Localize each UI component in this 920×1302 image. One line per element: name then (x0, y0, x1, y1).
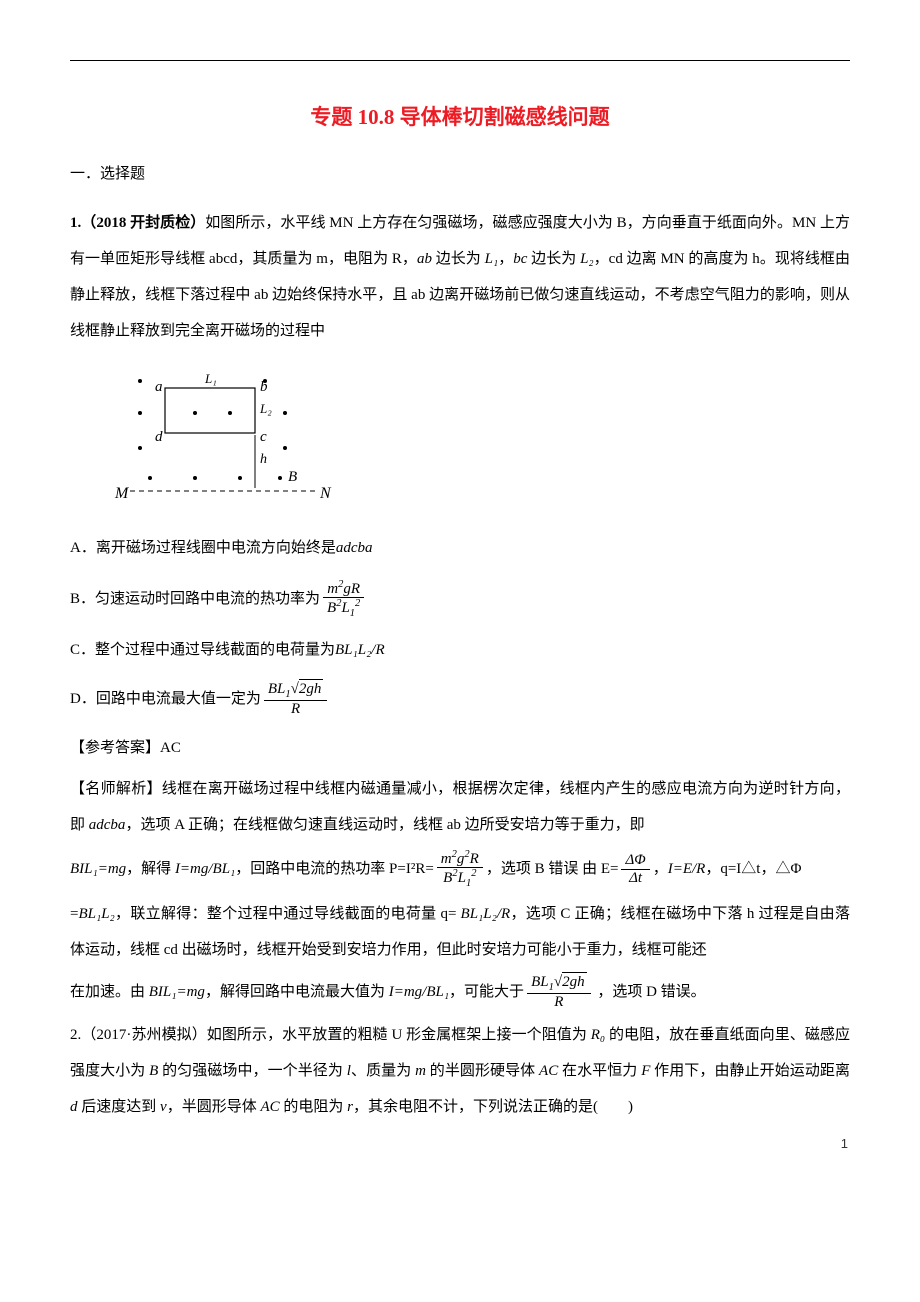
option-a: A．离开磁场过程线圈中电流方向始终是 adcba (70, 532, 850, 565)
exp-frac3: BL1√2ghR (527, 974, 591, 1011)
exp-p1b: ，选项 A 正确；在线框做匀速直线运动时，线框 ab 边所受安培力等于重力，即 (125, 817, 644, 833)
label-b: b (260, 379, 268, 395)
exp-p2a: BIL₁=mg (70, 861, 126, 877)
p2-AC: AC (539, 1063, 558, 1079)
p2-tg: 作用下，由静止开始运动距离 (650, 1063, 850, 1079)
exp-p4d: I=mg/BL₁ (389, 984, 449, 1000)
exp-p2g: I=E/R (668, 861, 706, 877)
label-a: a (155, 379, 163, 395)
circuit-diagram-svg: a b c d L₁ L₂ h B M N (110, 363, 340, 513)
p1-ab: ab (417, 251, 432, 267)
optA-text: A．离开磁场过程线圈中电流方向始终是 (70, 532, 336, 565)
exp-adcba: adcba (89, 817, 126, 833)
p2-m: m (415, 1063, 426, 1079)
exp-p4b: BIL₁=mg (149, 984, 205, 1000)
p2-td: 、质量为 (351, 1063, 415, 1079)
exp-p2c: I=mg/BL₁ (175, 861, 235, 877)
explain-label: 【名师解析】 (70, 781, 162, 797)
label-d: d (155, 429, 163, 445)
p2-AC2: AC (260, 1099, 279, 1115)
p2-R0: R₀ (591, 1027, 605, 1043)
option-d: D．回路中电流最大值一定为 BL1√2gh R (70, 681, 850, 718)
optA-italic: adcba (336, 532, 373, 565)
exp-p3b: ，联立解得：整个过程中通过导线截面的电荷量 q= (115, 906, 461, 922)
answer-block: 【参考答案】AC (70, 732, 850, 765)
exp-p2d: ，回路中电流的热功率 P=I²R= (235, 861, 434, 877)
label-N: N (319, 485, 332, 502)
top-rule (70, 60, 850, 61)
label-B: B (288, 469, 297, 485)
exp-p4a: 在加速。由 (70, 984, 149, 1000)
optD-text: D．回路中电流最大值一定为 (70, 683, 261, 716)
page-number: 1 (841, 1136, 848, 1151)
p2-tj: 的电阻为 (280, 1099, 348, 1115)
p2-te: 的半圆形硬导体 (426, 1063, 539, 1079)
exp-p2e: ，选项 B 错误 由 E= (486, 861, 619, 877)
answer-label: 【参考答案】 (70, 740, 160, 756)
exp-p3BLR: BL₁L₂/R (461, 906, 511, 922)
exp-p4f: ，选项 D 错误。 (594, 984, 706, 1000)
p2-tc: 的匀强磁场中，一个半径为 (158, 1063, 346, 1079)
optB-text: B．匀速运动时回路中电流的热功率为 (70, 583, 320, 616)
option-b: B．匀速运动时回路中电流的热功率为 m2gR B2L12 (70, 579, 850, 620)
optC-text: C．整个过程中通过导线截面的电荷量为 (70, 634, 335, 667)
exp-p3BL: BL₁L₂ (78, 906, 114, 922)
p2-tf: 在水平恒力 (558, 1063, 641, 1079)
p2-v: v (160, 1099, 167, 1115)
p1-L2: L₂ (580, 251, 594, 267)
p2-d: d (70, 1099, 78, 1115)
label-h: h (260, 452, 267, 467)
label-L2: L₂ (259, 401, 272, 416)
section-heading: 一．选择题 (70, 159, 850, 191)
p1-bc: bc (513, 251, 527, 267)
exp-p2b: ，解得 (126, 861, 175, 877)
explanation-p2: BIL₁=mg，解得 I=mg/BL₁，回路中电流的热功率 P=I²R=m2g2… (70, 849, 850, 890)
exp-frac1: m2g2RB2L12 (437, 849, 483, 890)
optD-frac: BL1√2gh R (264, 681, 328, 718)
option-c: C．整个过程中通过导线截面的电荷量为 BL₁L₂/R (70, 634, 850, 667)
exp-frac2: ΔΦΔt (621, 852, 649, 886)
p2-B: B (149, 1063, 158, 1079)
label-c: c (260, 429, 267, 445)
problem1-text: 1.（2018 开封质检）如图所示，水平线 MN 上方存在匀强磁场，磁感应强度大… (70, 205, 850, 349)
p2-num: 2. (70, 1027, 81, 1043)
p1-L1: L₁ (485, 251, 499, 267)
exp-p4e: ，可能大于 (449, 984, 524, 1000)
exp-p2h: ，q=I△t，△Φ (705, 861, 801, 877)
page-title: 专题 10.8 导体棒切割磁感线问题 (70, 101, 850, 131)
p2-tk: ，其余电阻不计，下列说法正确的是( ) (353, 1099, 633, 1115)
problem1-source: （2018 开封质检） (81, 215, 205, 231)
problem1-figure: a b c d L₁ L₂ h B M N (110, 363, 850, 518)
label-M: M (114, 485, 130, 502)
p1-c1: ， (498, 251, 513, 267)
explanation-p4: 在加速。由 BIL₁=mg，解得回路中电流最大值为 I=mg/BL₁，可能大于B… (70, 974, 850, 1011)
p1-bclen: 边长为 (527, 251, 580, 267)
exp-p2f: ， (653, 861, 668, 877)
exp-p4c: ，解得回路中电流最大值为 (205, 984, 389, 1000)
explanation-p3: =BL₁L₂，联立解得：整个过程中通过导线截面的电荷量 q= BL₁L₂/R，选… (70, 896, 850, 968)
optC-expr: BL₁L₂/R (335, 634, 385, 667)
optB-frac: m2gR B2L12 (323, 579, 364, 620)
label-L1: L₁ (204, 371, 217, 386)
p2-src: （2017·苏州模拟） (81, 1027, 207, 1043)
p2-th: 后速度达到 (78, 1099, 161, 1115)
answer-value: AC (160, 740, 181, 756)
problem2-text: 2.（2017·苏州模拟）如图所示，水平放置的粗糙 U 形金属框架上接一个阻值为… (70, 1017, 850, 1125)
problem1-number: 1. (70, 215, 81, 231)
p2-ti: ，半圆形导体 (167, 1099, 261, 1115)
explanation: 【名师解析】线框在离开磁场过程中线框内磁通量减小，根据楞次定律，线框内产生的感应… (70, 771, 850, 843)
p2-ta: 如图所示，水平放置的粗糙 U 形金属框架上接一个阻值为 (207, 1027, 591, 1043)
p2-F: F (641, 1063, 650, 1079)
p1-ablen: 边长为 (432, 251, 485, 267)
